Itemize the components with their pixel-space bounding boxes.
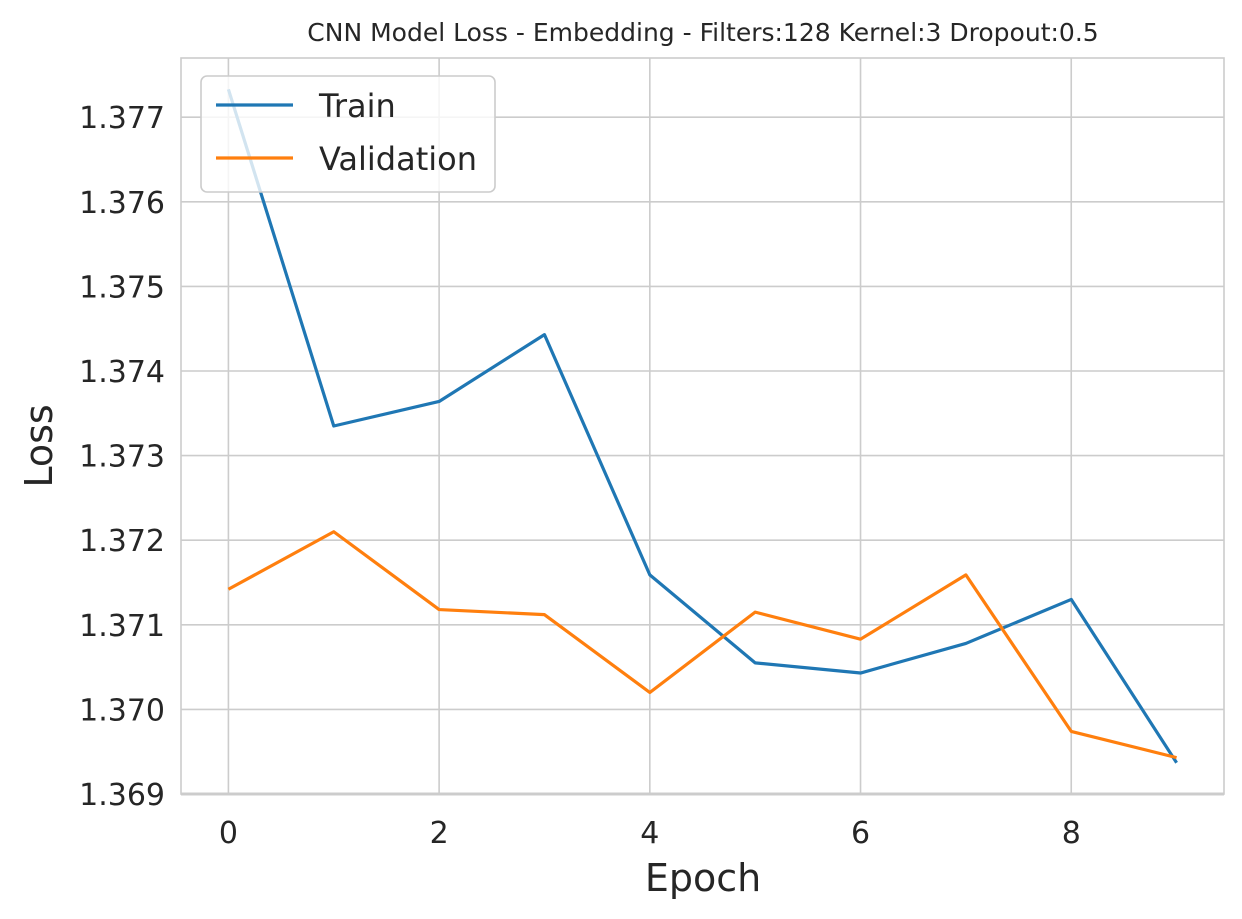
series-line-validation: [227, 530, 1177, 760]
x-axis-ticks: 0 2 4 6 8: [219, 816, 1081, 851]
y-tick-label: 1.371: [79, 609, 165, 644]
x-tick-label: 4: [640, 816, 659, 851]
legend: Train Validation: [200, 75, 496, 193]
y-tick-label: 1.372: [79, 524, 165, 559]
y-tick-label: 1.376: [79, 186, 165, 221]
y-axis-label: Loss: [17, 404, 61, 487]
legend-label-train: Train: [318, 87, 396, 125]
x-tick-label: 2: [430, 816, 449, 851]
y-tick-label: 1.374: [79, 355, 165, 390]
y-tick-label: 1.369: [79, 778, 165, 813]
y-tick-label: 1.373: [79, 440, 165, 475]
x-tick-label: 8: [1062, 816, 1081, 851]
chart-title: CNN Model Loss - Embedding - Filters:128…: [307, 18, 1098, 47]
x-tick-label: 0: [219, 816, 238, 851]
y-axis-ticks: 1.369 1.370 1.371 1.372 1.373 1.374 1.375 1.376…: [79, 101, 165, 813]
y-tick-label: 1.375: [79, 270, 165, 305]
x-tick-label: 6: [851, 816, 870, 851]
x-axis-label: Epoch: [645, 856, 761, 900]
legend-label-validation: Validation: [319, 140, 477, 178]
series-lines: [226, 88, 1178, 764]
series-line-train: [226, 88, 1178, 764]
y-tick-label: 1.377: [79, 101, 165, 136]
y-tick-label: 1.370: [79, 693, 165, 728]
